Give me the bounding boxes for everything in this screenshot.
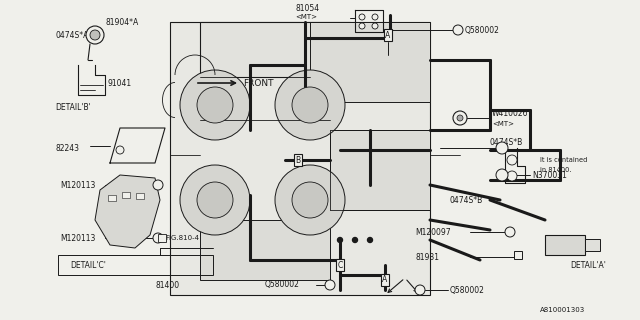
Bar <box>514 251 522 259</box>
Polygon shape <box>95 175 160 248</box>
Circle shape <box>325 280 335 290</box>
Text: W410026: W410026 <box>492 108 529 117</box>
Text: A810001303: A810001303 <box>540 307 585 313</box>
Circle shape <box>275 165 345 235</box>
Text: DETAIL'B': DETAIL'B' <box>55 102 91 111</box>
Bar <box>136 193 144 199</box>
Circle shape <box>372 23 378 29</box>
Circle shape <box>197 182 233 218</box>
Bar <box>108 195 116 201</box>
Text: in 81400.: in 81400. <box>540 167 572 173</box>
Text: 81400: 81400 <box>155 281 179 290</box>
Circle shape <box>275 70 345 140</box>
Circle shape <box>359 14 365 20</box>
Bar <box>200 220 330 280</box>
Text: Q580002: Q580002 <box>465 26 500 35</box>
Text: DETAIL'C': DETAIL'C' <box>70 260 106 269</box>
Text: M120097: M120097 <box>415 228 451 236</box>
Circle shape <box>496 142 508 154</box>
Text: 81904*A: 81904*A <box>105 18 138 27</box>
Circle shape <box>505 227 515 237</box>
Circle shape <box>337 237 342 243</box>
Text: A: A <box>385 30 390 39</box>
Circle shape <box>496 169 508 181</box>
Text: <MT>: <MT> <box>295 14 317 20</box>
Bar <box>310 22 430 102</box>
Circle shape <box>457 115 463 121</box>
Circle shape <box>86 26 104 44</box>
Text: M120113: M120113 <box>60 180 95 189</box>
Circle shape <box>180 70 250 140</box>
Text: 82243: 82243 <box>55 143 79 153</box>
Text: Q580002: Q580002 <box>450 285 485 294</box>
Text: Q580002: Q580002 <box>265 281 300 290</box>
Text: FRONT: FRONT <box>243 78 273 87</box>
Circle shape <box>116 146 124 154</box>
Text: <MT>: <MT> <box>492 121 514 127</box>
Circle shape <box>197 87 233 123</box>
Text: A: A <box>382 276 388 284</box>
Circle shape <box>507 155 517 165</box>
Text: DETAIL'A': DETAIL'A' <box>570 260 606 269</box>
Bar <box>58 255 213 275</box>
Bar <box>545 235 585 255</box>
Circle shape <box>292 182 328 218</box>
Text: 81931: 81931 <box>415 252 439 261</box>
Circle shape <box>153 180 163 190</box>
Bar <box>170 22 430 295</box>
Bar <box>585 239 600 251</box>
Circle shape <box>90 30 100 40</box>
Bar <box>158 234 166 242</box>
Circle shape <box>359 23 365 29</box>
Text: 81054: 81054 <box>295 4 319 12</box>
Circle shape <box>353 237 358 243</box>
Text: N370031: N370031 <box>532 171 567 180</box>
Circle shape <box>372 14 378 20</box>
Text: 0474S*B: 0474S*B <box>450 196 483 204</box>
Text: FIG.810-4: FIG.810-4 <box>165 235 199 241</box>
Text: M120113: M120113 <box>60 234 95 243</box>
Text: It is contained: It is contained <box>540 157 588 163</box>
Text: C: C <box>337 260 342 269</box>
Circle shape <box>153 233 163 243</box>
Text: B: B <box>296 156 301 164</box>
Bar <box>122 192 130 198</box>
Text: 91041: 91041 <box>107 78 131 87</box>
Text: 0474S*B: 0474S*B <box>490 138 524 147</box>
Circle shape <box>453 111 467 125</box>
Circle shape <box>453 25 463 35</box>
Circle shape <box>367 237 372 243</box>
Circle shape <box>180 165 250 235</box>
Text: 0474S*A: 0474S*A <box>55 30 88 39</box>
Circle shape <box>507 171 517 181</box>
Bar <box>330 130 430 210</box>
Circle shape <box>415 285 425 295</box>
Circle shape <box>292 87 328 123</box>
Bar <box>200 22 350 77</box>
